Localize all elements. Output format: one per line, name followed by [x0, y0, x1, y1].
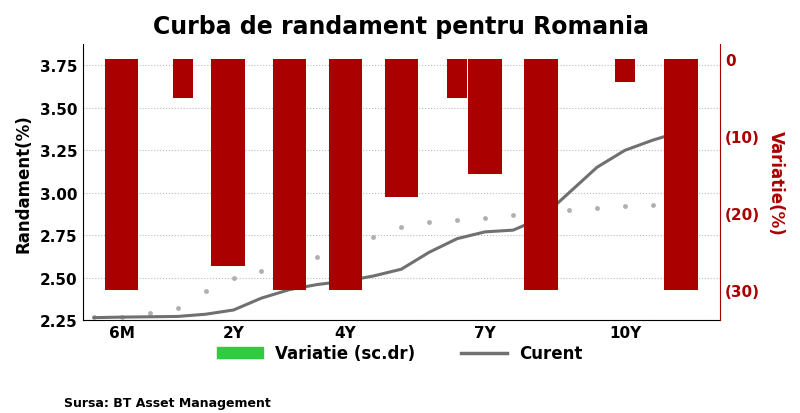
Bar	[385, 60, 418, 198]
Title: Curba de randament pentru Romania: Curba de randament pentru Romania	[154, 15, 650, 39]
Legend: Variatie (sc.dr), Curent: Variatie (sc.dr), Curent	[211, 338, 589, 368]
Bar	[211, 60, 245, 267]
Bar	[273, 60, 306, 290]
Y-axis label: Variatie(%): Variatie(%)	[767, 131, 785, 235]
Y-axis label: Randament(%): Randament(%)	[15, 114, 33, 252]
Bar	[174, 60, 193, 99]
Bar	[468, 60, 502, 175]
Bar	[615, 60, 634, 83]
Bar	[447, 60, 467, 99]
Bar	[524, 60, 558, 290]
Bar	[329, 60, 362, 290]
Text: Sursa: BT Asset Management: Sursa: BT Asset Management	[64, 396, 270, 409]
Bar	[105, 60, 138, 290]
Bar	[664, 60, 698, 290]
